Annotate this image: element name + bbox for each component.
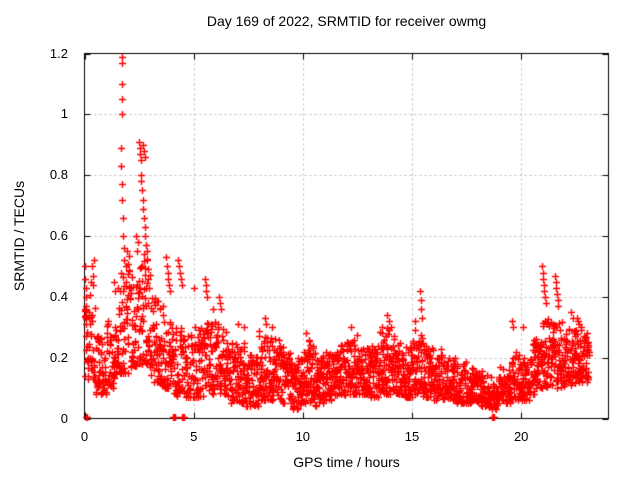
y-tick-label: 0.8 [49, 167, 68, 183]
x-tick-label: 10 [295, 429, 311, 444]
y-tick-label: 0.2 [49, 349, 68, 365]
y-tick-label: 1 [60, 106, 68, 122]
chart-title: Day 169 of 2022, SRMTID for receiver owm… [206, 13, 487, 29]
x-tick-label: 20 [513, 429, 529, 444]
y-tick-label: 1.2 [49, 45, 68, 61]
y-tick-label: 0.4 [49, 288, 68, 304]
x-tick-label: 0 [80, 429, 89, 444]
x-axis-label: GPS time / hours [293, 454, 400, 470]
y-tick-label: 0.6 [49, 228, 68, 243]
x-tick-label: 15 [404, 429, 420, 444]
y-tick-label: 0 [60, 410, 68, 426]
x-tick-label: 5 [190, 429, 198, 444]
